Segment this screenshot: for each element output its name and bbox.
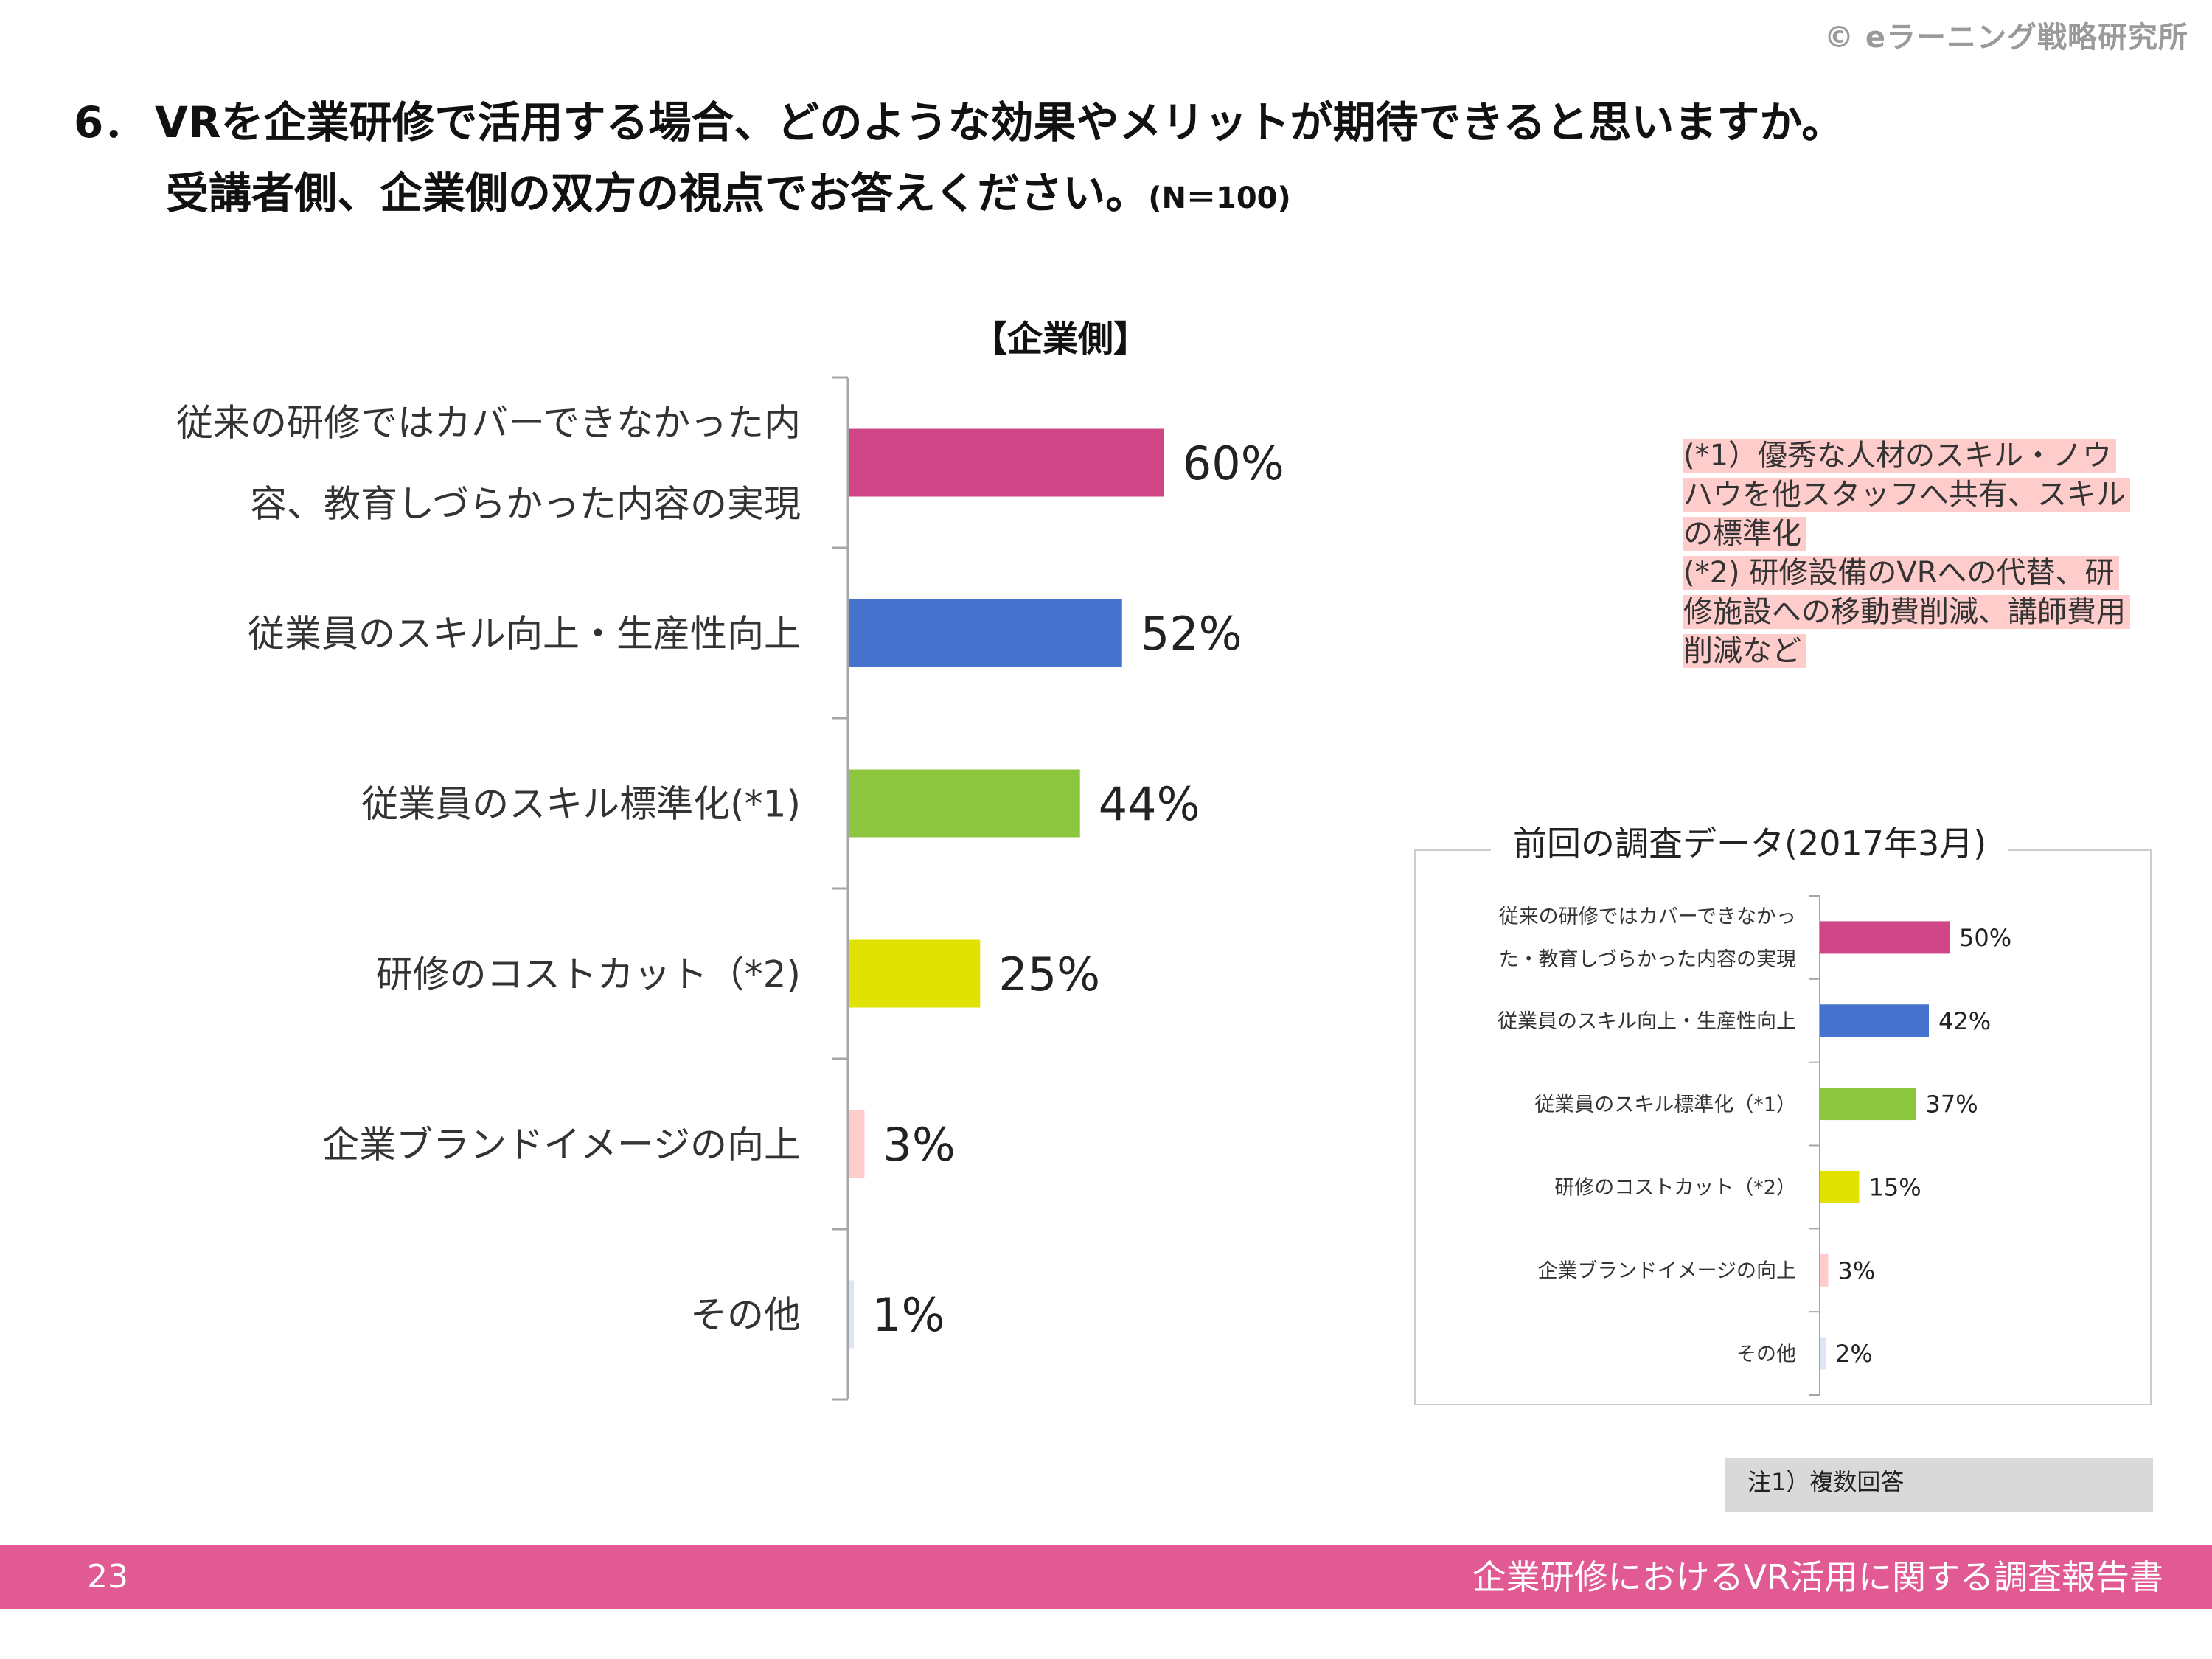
main-bar	[849, 1110, 865, 1178]
page-number: 23	[87, 1558, 128, 1596]
main-value-label: 3%	[883, 1118, 955, 1172]
title-line-2: 受講者側、企業側の双方の視点でお答えください。	[166, 168, 1149, 218]
main-category-label: その他	[690, 1294, 801, 1337]
copyright: © eラーニング戦略研究所	[1823, 21, 2188, 55]
previous-survey-title: 前回の調査データ(2017年3月)	[1491, 817, 2009, 866]
main-bar	[849, 1280, 855, 1349]
main-value-label: 52%	[1141, 607, 1242, 661]
prev-bar	[1820, 1088, 1916, 1121]
main-bar	[849, 939, 981, 1008]
sample-size: (N＝100)	[1148, 181, 1291, 215]
main-category-label: 従来の研修ではカバーできなかった内	[176, 402, 801, 445]
main-bar	[849, 428, 1164, 497]
main-bar	[849, 599, 1122, 667]
main-category-label: 研修のコストカット（*2)	[376, 953, 801, 996]
report-title: 企業研修におけるVR活用に関する調査報告書	[1472, 1557, 2163, 1597]
prev-value-label: 2%	[1835, 1340, 1873, 1368]
prev-category-label: 従来の研修ではカバーできなかっ	[1499, 905, 1796, 928]
main-value-label: 44%	[1099, 777, 1200, 831]
prev-value-label: 50%	[1959, 924, 2011, 952]
main-value-label: 25%	[998, 947, 1100, 1001]
main-value-label: 1%	[872, 1288, 945, 1342]
annotation-notes: (*1）優秀な人材のスキル・ノウハウを他スタッフへ共有、スキルの標準化 (*2)…	[1683, 437, 2140, 671]
prev-category-label: 従業員のスキル標準化（*1）	[1534, 1093, 1796, 1116]
prev-value-label: 37%	[1926, 1091, 1978, 1119]
prev-bar	[1820, 921, 1950, 954]
prev-bar	[1820, 1170, 1860, 1203]
prev-value-label: 3%	[1838, 1256, 1876, 1284]
main-category-label: 従業員のスキル向上・生産性向上	[248, 613, 801, 655]
main-category-label: 容、教育しづらかった内容の実現	[250, 483, 801, 526]
main-bar	[849, 769, 1080, 838]
main-category-label: 従業員のスキル標準化(*1)	[361, 783, 801, 826]
prev-category-label: その他	[1736, 1343, 1796, 1366]
prev-category-label: 研修のコストカット（*2）	[1554, 1177, 1796, 1200]
footer-bar	[0, 1545, 2212, 1609]
prev-category-label: た・教育しづらかった内容の実現	[1499, 948, 1796, 971]
prev-value-label: 42%	[1938, 1007, 1991, 1035]
page-title: 6． VRを企業研修で活用する場合、どのような効果やメリットが期待できると思います…	[74, 87, 1844, 234]
prev-category-label: 従業員のスキル向上・生産性向上	[1498, 1010, 1796, 1033]
title-line-1: VRを企業研修で活用する場合、どのような効果やメリットが期待できると思いますか。	[155, 97, 1845, 147]
prev-bar	[1820, 1004, 1929, 1037]
prev-bar	[1820, 1253, 1829, 1287]
prev-category-label: 企業ブランドイメージの向上	[1538, 1259, 1796, 1282]
prev-bar	[1820, 1337, 1826, 1370]
title-number: 6．	[74, 97, 147, 147]
main-category-label: 企業ブランドイメージの向上	[322, 1124, 801, 1166]
chart-title-corporate: 【企業側】	[972, 319, 1150, 360]
footnote: 注1）複数回答	[1725, 1458, 2153, 1512]
prev-value-label: 15%	[1869, 1173, 1921, 1201]
main-value-label: 60%	[1183, 437, 1284, 490]
